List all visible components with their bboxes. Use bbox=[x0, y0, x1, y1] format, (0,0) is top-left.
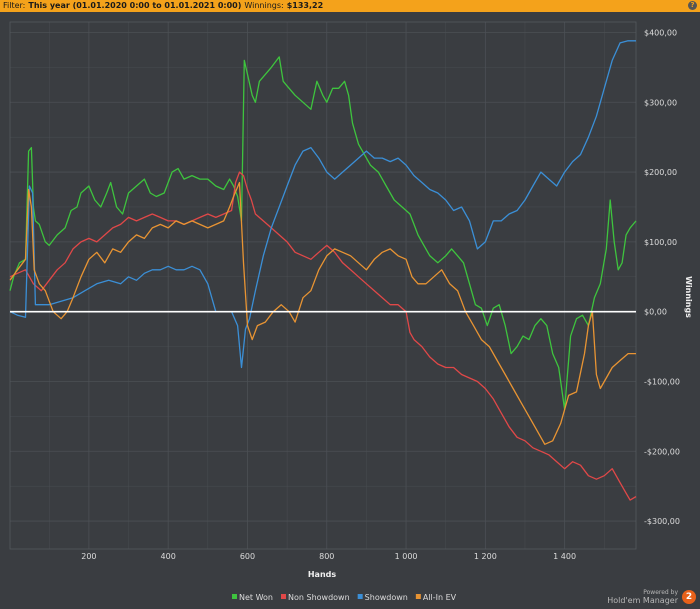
legend-swatch bbox=[232, 594, 237, 599]
series-line-non-showdown[interactable] bbox=[9, 171, 637, 501]
series-lines bbox=[9, 40, 637, 501]
legend: Net Won Non Showdown Showdown All-In EV bbox=[232, 593, 457, 602]
legend-label: Non Showdown bbox=[288, 593, 350, 602]
y-tick-label: $300,00 bbox=[644, 98, 677, 107]
series-line-showdown[interactable] bbox=[9, 40, 636, 369]
help-icon[interactable]: ? bbox=[688, 1, 697, 10]
winnings-label: Winnings: bbox=[244, 1, 284, 10]
legend-label: All-In EV bbox=[423, 593, 457, 602]
x-tick-label: 200 bbox=[81, 552, 96, 561]
y-tick-labels: -$300,00 -$200,00 -$100,00 $0,00 $100,00 $200… bbox=[644, 28, 680, 526]
x-tick-labels: 200 400 600 800 1 000 1 200 1 400 bbox=[81, 552, 576, 561]
filter-bar: Filter: This year (01.01.2020 0:00 to 01.… bbox=[0, 0, 700, 12]
brand: Powered by Hold'em Manager bbox=[607, 589, 678, 606]
winnings-chart: -$300,00 -$200,00 -$100,00 $0,00 $100,00 $200… bbox=[9, 21, 693, 602]
legend-item[interactable]: Showdown bbox=[357, 593, 408, 602]
grid bbox=[9, 21, 637, 550]
y-axis-title: Winnings bbox=[684, 276, 693, 318]
y-tick-label: $100,00 bbox=[644, 238, 677, 247]
x-tick-label: 400 bbox=[161, 552, 176, 561]
x-tick-label: 1 400 bbox=[553, 552, 576, 561]
filter-label: Filter: bbox=[3, 1, 26, 10]
y-tick-label: -$200,00 bbox=[644, 447, 680, 456]
plot-frame bbox=[9, 21, 637, 550]
legend-item[interactable]: Non Showdown bbox=[281, 593, 350, 602]
x-tick-label: 600 bbox=[240, 552, 255, 561]
legend-item[interactable]: All-In EV bbox=[415, 593, 457, 602]
series-line-net-won[interactable] bbox=[9, 56, 637, 411]
winnings-value: $133,22 bbox=[286, 1, 324, 10]
y-tick-label: $400,00 bbox=[644, 28, 677, 37]
filter-value[interactable]: This year (01.01.2020 0:00 to 01.01.2021… bbox=[28, 1, 242, 10]
legend-label: Net Won bbox=[239, 593, 273, 602]
powered-by-text: Powered by bbox=[643, 589, 678, 596]
y-tick-label: -$300,00 bbox=[644, 517, 680, 526]
legend-item[interactable]: Net Won bbox=[232, 593, 273, 602]
brand-logo-icon: 2 bbox=[682, 590, 696, 604]
y-tick-label: $0,00 bbox=[644, 308, 667, 317]
brand-name: Hold'em Manager bbox=[607, 596, 678, 605]
legend-label: Showdown bbox=[365, 593, 408, 602]
legend-swatch bbox=[281, 594, 286, 599]
legend-swatch bbox=[415, 594, 421, 599]
x-tick-label: 800 bbox=[319, 552, 334, 561]
x-tick-label: 1 200 bbox=[474, 552, 497, 561]
y-tick-label: -$100,00 bbox=[644, 377, 680, 386]
x-axis-title: Hands bbox=[308, 570, 337, 579]
series-line-all-in-ev[interactable] bbox=[9, 181, 636, 445]
y-tick-label: $200,00 bbox=[644, 168, 677, 177]
legend-swatch bbox=[357, 594, 363, 599]
x-tick-label: 1 000 bbox=[395, 552, 418, 561]
